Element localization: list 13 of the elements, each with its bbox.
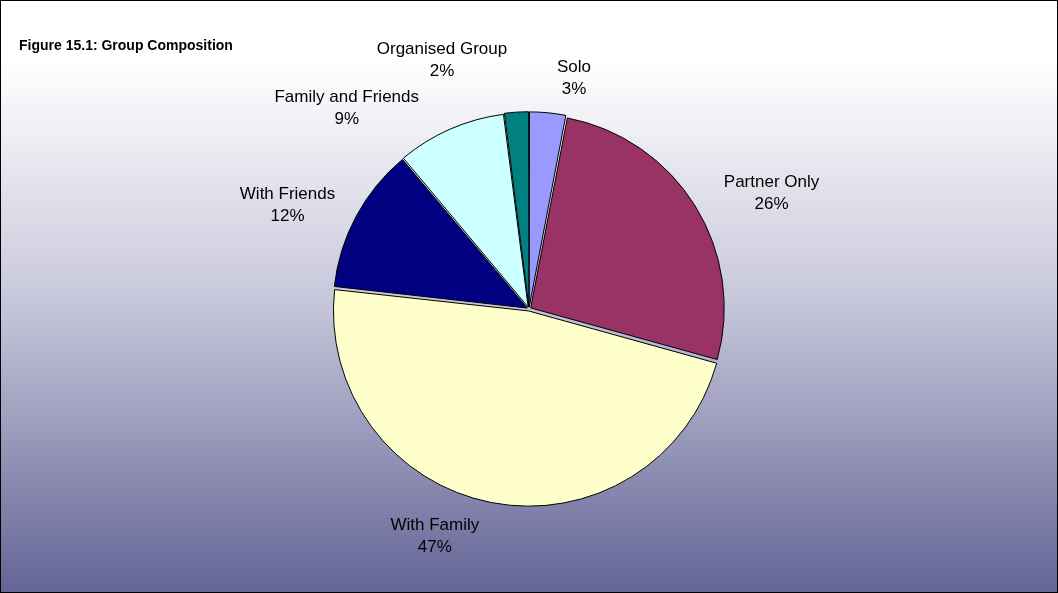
- slice-label: Family and Friends: [274, 86, 419, 106]
- data-label: 2%: [429, 60, 455, 80]
- slice-label: Solo: [557, 57, 592, 77]
- slice-label: With Friends: [239, 184, 336, 204]
- data-label: 26%: [754, 193, 789, 213]
- data-label: 9%: [334, 108, 360, 128]
- slice-label: With Family: [390, 515, 480, 534]
- slice-label: Organised Group: [376, 38, 508, 58]
- data-label: 12%: [270, 206, 305, 226]
- data-label: 47%: [417, 537, 452, 556]
- slice-label: Partner Only: [723, 171, 820, 191]
- text: Figure 15.1: Group Composition: [19, 37, 233, 53]
- data-label: 3%: [561, 79, 587, 99]
